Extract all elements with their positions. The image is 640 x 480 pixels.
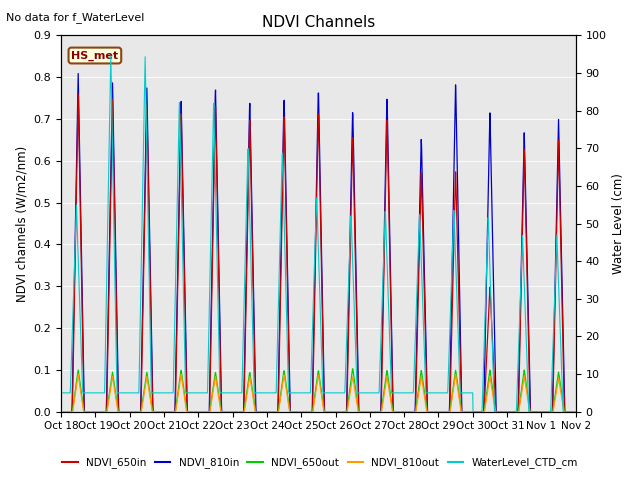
- Y-axis label: NDVI channels (W/m2/nm): NDVI channels (W/m2/nm): [15, 145, 28, 301]
- Y-axis label: Water Level (cm): Water Level (cm): [612, 173, 625, 274]
- Text: HS_met: HS_met: [71, 50, 118, 60]
- Title: NDVI Channels: NDVI Channels: [262, 15, 375, 30]
- Text: No data for f_WaterLevel: No data for f_WaterLevel: [6, 12, 145, 23]
- Legend: NDVI_650in, NDVI_810in, NDVI_650out, NDVI_810out, WaterLevel_CTD_cm: NDVI_650in, NDVI_810in, NDVI_650out, NDV…: [58, 453, 582, 472]
